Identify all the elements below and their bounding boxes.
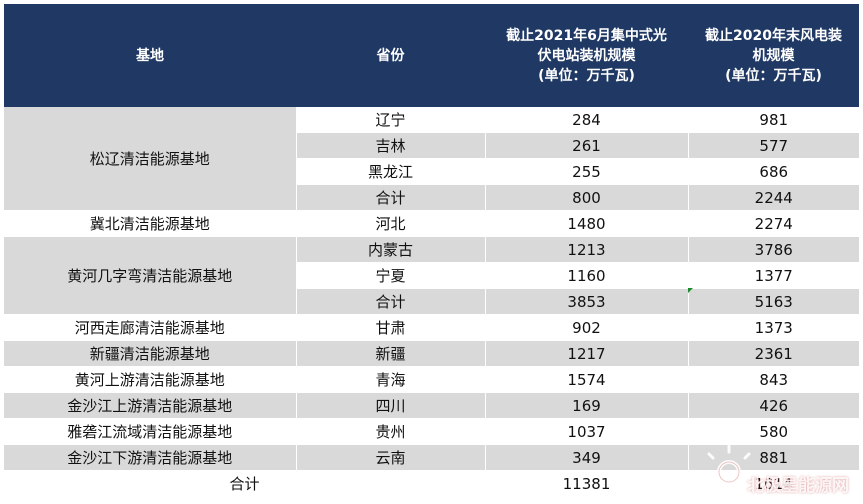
wind-cell: 3786 bbox=[688, 236, 859, 263]
table-row: 冀北清洁能源基地 河北 1480 2274 bbox=[4, 210, 859, 237]
wind-cell: 881 bbox=[688, 444, 859, 471]
province-cell: 宁夏 bbox=[296, 262, 486, 289]
header-row: 基地 省份 截止2021年6月集中式光 伏电站装机规模 (单位：万千瓦) 截止2… bbox=[4, 4, 859, 107]
province-cell: 吉林 bbox=[296, 132, 486, 159]
pv-cell: 3853 bbox=[485, 288, 689, 315]
province-cell: 合计 bbox=[296, 184, 486, 211]
header-wind-line-3: (单位：万千瓦) bbox=[725, 67, 822, 84]
total-pv: 11381 bbox=[485, 470, 688, 498]
table-row: 河西走廊清洁能源基地 甘肃 902 1373 bbox=[4, 314, 859, 341]
table-row: 宁夏 1160 1377 bbox=[4, 262, 859, 289]
province-cell: 甘肃 bbox=[296, 314, 486, 341]
header-pv-line-2: 伏电站装机规模 bbox=[537, 47, 636, 64]
total-label: 合计 bbox=[4, 470, 485, 498]
province-cell: 青海 bbox=[296, 366, 486, 393]
base-cell: 松辽清洁能源基地 bbox=[4, 107, 297, 211]
table-row: 金沙江上游清洁能源基地 四川 169 426 bbox=[4, 392, 859, 419]
province-cell: 内蒙古 bbox=[296, 236, 486, 263]
table-row: 金沙江下游清洁能源基地 云南 349 881 bbox=[4, 444, 859, 471]
pv-cell: 1217 bbox=[485, 340, 689, 367]
pv-cell: 284 bbox=[485, 107, 689, 133]
wind-cell: 2361 bbox=[688, 340, 859, 367]
wind-cell: 1377 bbox=[688, 262, 859, 289]
wind-cell: 2274 bbox=[688, 210, 859, 237]
wind-cell: 580 bbox=[688, 418, 859, 445]
wind-cell: 1373 bbox=[688, 314, 859, 341]
wind-cell: 5163 bbox=[688, 288, 859, 315]
energy-base-table: 基地 省份 截止2021年6月集中式光 伏电站装机规模 (单位：万千瓦) 截止2… bbox=[4, 4, 859, 498]
wind-cell: 686 bbox=[688, 158, 859, 185]
pv-cell: 169 bbox=[485, 392, 689, 419]
table-row: 黄河上游清洁能源基地 青海 1574 843 bbox=[4, 366, 859, 393]
province-cell: 新疆 bbox=[296, 340, 486, 367]
pv-cell: 349 bbox=[485, 444, 689, 471]
header-wind-capacity: 截止2020年末风电装 机规模 (单位：万千瓦) bbox=[688, 4, 859, 107]
wind-cell: 981 bbox=[688, 107, 859, 133]
wind-cell: 843 bbox=[688, 366, 859, 393]
pv-cell: 902 bbox=[485, 314, 689, 341]
province-cell: 辽宁 bbox=[296, 107, 486, 133]
table-row: 吉林 261 577 bbox=[4, 132, 859, 159]
total-wind: 1614 bbox=[688, 470, 859, 498]
base-cell: 黄河上游清洁能源基地 bbox=[4, 366, 297, 393]
pv-cell: 800 bbox=[485, 184, 689, 211]
base-cell: 冀北清洁能源基地 bbox=[4, 210, 297, 237]
header-pv-line-3: (单位：万千瓦) bbox=[538, 67, 635, 84]
table-row: 黄河几字弯清洁能源基地 内蒙古 1213 3786 bbox=[4, 236, 859, 315]
pv-cell: 1574 bbox=[485, 366, 689, 393]
province-cell: 黑龙江 bbox=[296, 158, 486, 185]
province-cell: 四川 bbox=[296, 392, 486, 419]
table-row: 新疆清洁能源基地 新疆 1217 2361 bbox=[4, 340, 859, 367]
province-cell: 贵州 bbox=[296, 418, 486, 445]
table-row: 雅砻江流域清洁能源基地 贵州 1037 580 bbox=[4, 418, 859, 445]
pv-cell: 1160 bbox=[485, 262, 689, 289]
base-cell: 河西走廊清洁能源基地 bbox=[4, 314, 297, 341]
base-cell: 新疆清洁能源基地 bbox=[4, 340, 297, 367]
wind-cell: 577 bbox=[688, 132, 859, 159]
base-cell: 黄河几字弯清洁能源基地 bbox=[4, 236, 297, 315]
cell-comment-marker bbox=[688, 288, 693, 293]
pv-cell: 1480 bbox=[485, 210, 689, 237]
header-pv-line-1: 截止2021年6月集中式光 bbox=[506, 27, 667, 44]
province-cell: 合计 bbox=[296, 288, 486, 315]
header-province: 省份 bbox=[296, 4, 485, 107]
table-row: 合计 800 2244 bbox=[4, 184, 859, 211]
header-wind-line-1: 截止2020年末风电装 bbox=[705, 27, 842, 44]
province-cell: 云南 bbox=[296, 444, 486, 471]
base-cell: 金沙江上游清洁能源基地 bbox=[4, 392, 297, 419]
pv-cell: 261 bbox=[485, 132, 689, 159]
base-cell: 金沙江下游清洁能源基地 bbox=[4, 444, 297, 471]
pv-cell: 1037 bbox=[485, 418, 689, 445]
wind-cell: 2244 bbox=[688, 184, 859, 211]
wind-cell: 426 bbox=[688, 392, 859, 419]
table-row: 合计 3853 5163 bbox=[4, 288, 859, 315]
header-base: 基地 bbox=[4, 4, 296, 107]
header-pv-capacity: 截止2021年6月集中式光 伏电站装机规模 (单位：万千瓦) bbox=[485, 4, 688, 107]
province-cell: 河北 bbox=[296, 210, 486, 237]
header-wind-line-2: 机规模 bbox=[752, 47, 795, 64]
pv-cell: 1213 bbox=[485, 236, 689, 263]
table-row: 松辽清洁能源基地 辽宁 284 981 bbox=[4, 107, 859, 211]
pv-cell: 255 bbox=[485, 158, 689, 185]
base-cell: 雅砻江流域清洁能源基地 bbox=[4, 418, 297, 445]
table-row: 黑龙江 255 686 bbox=[4, 158, 859, 185]
total-row: 合计 11381 1614 bbox=[4, 470, 859, 498]
